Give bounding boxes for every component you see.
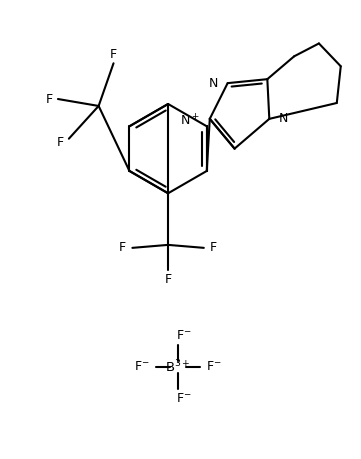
Text: F$^{-}$: F$^{-}$ [176,392,192,405]
Text: F: F [45,93,53,106]
Text: F: F [210,241,217,254]
Text: N: N [208,77,218,90]
Text: B$^{3+}$: B$^{3+}$ [165,358,191,375]
Text: F: F [110,48,117,61]
Text: F: F [56,136,64,149]
Text: N: N [279,112,288,125]
Text: F: F [119,241,126,254]
Text: F: F [165,273,172,286]
Text: F$^{-}$: F$^{-}$ [134,360,150,374]
Text: F$^{-}$: F$^{-}$ [176,329,192,341]
Text: F$^{-}$: F$^{-}$ [206,360,222,374]
Text: N$^+$: N$^+$ [180,113,200,129]
